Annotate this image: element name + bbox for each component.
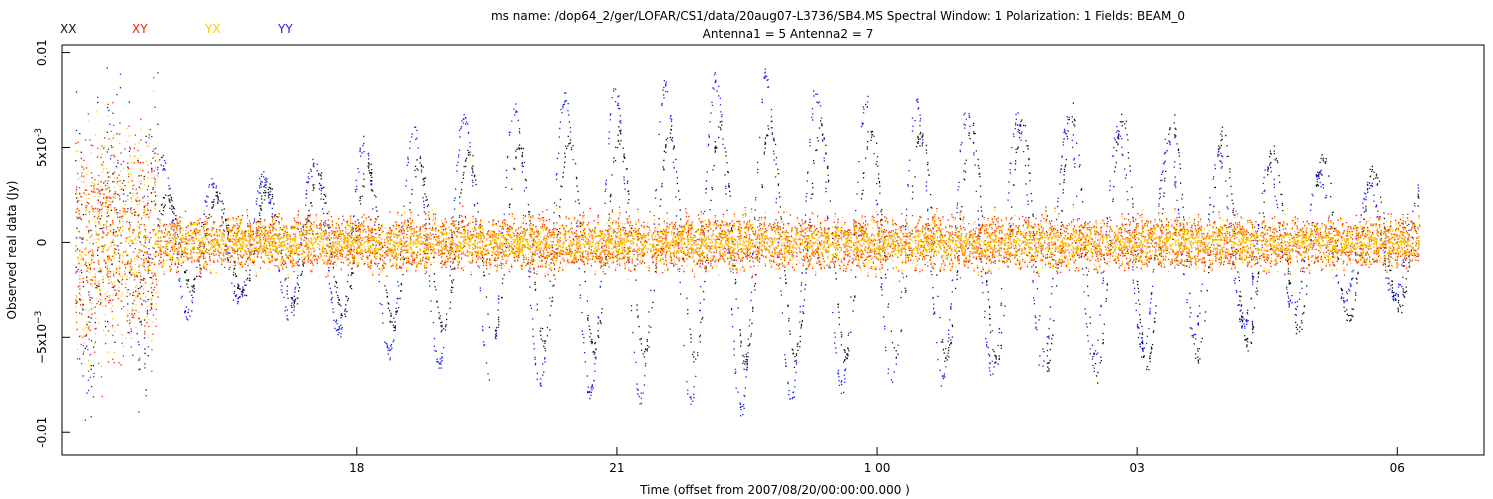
y-tick-label: 0: [35, 239, 49, 247]
y-tick-label: 5x10-3: [34, 128, 49, 167]
legend-item-yy: YY: [277, 22, 293, 36]
data-points: [75, 67, 1421, 421]
x-axis-label: Time (offset from 2007/08/20/00:00:00.00…: [639, 483, 910, 497]
legend-item-xx: XX: [60, 22, 76, 36]
chart-subtitle: Antenna1 = 5 Antenna2 = 7: [703, 27, 874, 41]
series-xx-points: [75, 87, 1420, 391]
plot-frame: [61, 44, 1485, 456]
legend-item-xy: XY: [132, 22, 148, 36]
x-tick-label: 03: [1130, 461, 1145, 475]
x-tick-label: 1 00: [864, 461, 891, 475]
legend: XX XY YX YY: [60, 22, 293, 36]
y-tick-label: 0.01: [35, 39, 49, 66]
chart-title: ms name: /dop64_2/ger/LOFAR/CS1/data/20a…: [491, 9, 1185, 23]
y-tick-label: −5x10−3: [34, 311, 49, 364]
x-tick-label: 18: [349, 461, 364, 475]
y-tick-label: -0.01: [35, 417, 49, 448]
legend-item-yx: YX: [204, 22, 221, 36]
series-yy-points: [75, 67, 1420, 421]
y-axis-label: Observed real data (Jy): [5, 181, 19, 320]
x-tick-label: 06: [1390, 461, 1405, 475]
x-tick-label: 21: [609, 461, 624, 475]
y-axis-ticks: 0.01 5x10-3 0 −5x10−3 -0.01: [34, 39, 70, 448]
